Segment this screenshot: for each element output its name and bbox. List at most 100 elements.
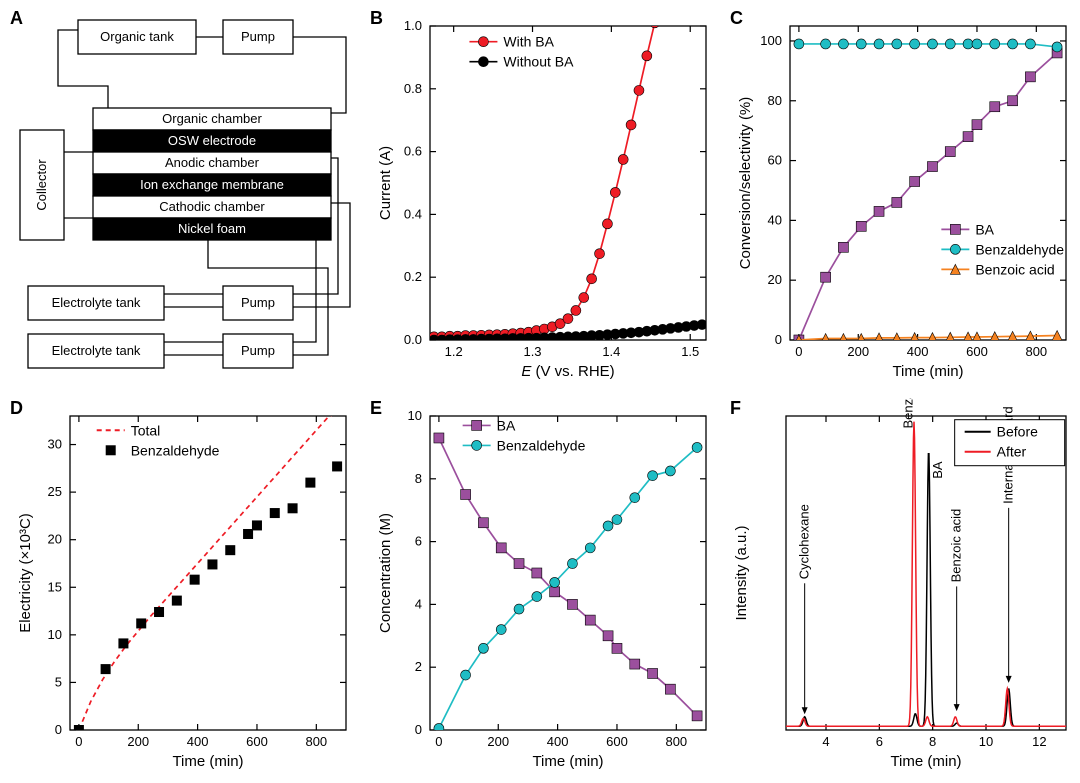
svg-text:Time (min): Time (min)	[890, 753, 961, 770]
svg-text:Ion exchange membrane: Ion exchange membrane	[140, 177, 284, 192]
svg-text:0: 0	[435, 734, 442, 749]
svg-text:200: 200	[847, 344, 869, 359]
svg-text:Without BA: Without BA	[503, 54, 574, 70]
svg-text:20: 20	[48, 532, 62, 547]
svg-text:Pump: Pump	[241, 29, 275, 44]
svg-text:Benzoic acid: Benzoic acid	[975, 261, 1054, 277]
svg-text:Intensity (a.u.): Intensity (a.u.)	[733, 525, 750, 620]
svg-text:1.5: 1.5	[681, 344, 699, 359]
chart-B: 1.2 1.3 1.4 1.5 0.0 0.2 0.4 0.6 0.8 1.0 E (V vs. R…	[368, 8, 718, 388]
panel-C: C0200400600800020406080100Time (min)Conv…	[728, 8, 1078, 388]
svg-text:BA: BA	[497, 417, 516, 433]
svg-text:2: 2	[415, 659, 422, 674]
chart-F: 4 6 8 10 12 Time (min) Intensity (a.u.) Cyclohe…	[728, 398, 1078, 778]
svg-text:10: 10	[408, 408, 422, 423]
svg-text:600: 600	[606, 734, 628, 749]
svg-text:30: 30	[48, 437, 62, 452]
svg-text:E (V vs. RHE): E (V vs. RHE)	[521, 363, 614, 380]
svg-text:Electrolyte tank: Electrolyte tank	[52, 343, 141, 358]
svg-text:1.3: 1.3	[523, 344, 541, 359]
chart-E: 0 200 400 600 800 0 2 4 6 8 10 Time (min) Concentrat…	[368, 398, 718, 778]
svg-text:200: 200	[487, 734, 509, 749]
svg-text:Anodic chamber: Anodic chamber	[165, 155, 260, 170]
chart-D: 0 200 400 600 800 0 5 10 15 20 25 30 Time (min) Elect…	[8, 398, 358, 778]
svg-text:Time (min): Time (min)	[172, 753, 243, 770]
svg-text:0: 0	[795, 344, 802, 359]
svg-text:Organic chamber: Organic chamber	[162, 111, 262, 126]
svg-text:Collector: Collector	[34, 159, 49, 211]
svg-text:0: 0	[415, 722, 422, 737]
svg-text:800: 800	[665, 734, 687, 749]
svg-text:8: 8	[415, 471, 422, 486]
svg-text:Cyclohexane: Cyclohexane	[797, 504, 812, 579]
svg-text:Time (min): Time (min)	[532, 753, 603, 770]
svg-text:Electricity (×10³C): Electricity (×10³C)	[17, 513, 34, 633]
svg-text:600: 600	[246, 734, 268, 749]
svg-text:15: 15	[48, 579, 62, 594]
svg-text:10: 10	[48, 627, 62, 642]
svg-text:1.0: 1.0	[404, 18, 422, 33]
svg-text:Benzaldehyde: Benzaldehyde	[131, 442, 220, 458]
svg-text:25: 25	[48, 484, 62, 499]
panel-label-E: E	[370, 398, 382, 419]
svg-text:4: 4	[822, 734, 829, 749]
svg-text:0: 0	[775, 332, 782, 347]
svg-text:0.2: 0.2	[404, 269, 422, 284]
svg-text:BA: BA	[930, 461, 945, 479]
svg-text:40: 40	[768, 212, 782, 227]
svg-text:Time (min): Time (min)	[892, 363, 963, 380]
svg-text:With BA: With BA	[503, 34, 554, 50]
svg-text:600: 600	[966, 344, 988, 359]
svg-text:0.0: 0.0	[404, 332, 422, 347]
svg-text:0.8: 0.8	[404, 81, 422, 96]
svg-text:6: 6	[415, 534, 422, 549]
panel-D: D0200400600800051015202530Time (min)Elec…	[8, 398, 358, 778]
svg-text:1.4: 1.4	[602, 344, 620, 359]
svg-text:BA: BA	[975, 221, 994, 237]
svg-text:Benzoic acid: Benzoic acid	[949, 509, 964, 583]
panel-label-C: C	[730, 8, 743, 29]
panel-B: B 1.2 1.3 1.4 1.5 0.0 0.2 0.4 0.6 0.8 1.0 E (V vs. …	[368, 8, 718, 388]
svg-text:Electrolyte tank: Electrolyte tank	[52, 295, 141, 310]
svg-text:0.6: 0.6	[404, 144, 422, 159]
svg-text:Organic tank: Organic tank	[100, 29, 174, 44]
svg-text:After: After	[997, 444, 1027, 460]
svg-text:4: 4	[415, 596, 422, 611]
svg-text:80: 80	[768, 93, 782, 108]
svg-text:Pump: Pump	[241, 343, 275, 358]
svg-text:10: 10	[979, 734, 993, 749]
svg-text:Nickel foam: Nickel foam	[178, 221, 246, 236]
svg-text:800: 800	[1025, 344, 1047, 359]
svg-text:8: 8	[929, 734, 936, 749]
panel-label-B: B	[370, 8, 383, 29]
svg-text:Benzaldehyde: Benzaldehyde	[497, 437, 586, 453]
svg-text:400: 400	[187, 734, 209, 749]
svg-text:OSW electrode: OSW electrode	[168, 133, 256, 148]
panel-E: E 0 200 400 600 800 0 2 4 6 8 10 Time (min) Concentra…	[368, 398, 718, 778]
svg-text:60: 60	[768, 153, 782, 168]
svg-text:12: 12	[1032, 734, 1046, 749]
schematic-A: Organic tank Pump Organic chamber OSW elect…	[8, 8, 358, 388]
svg-text:0: 0	[55, 722, 62, 737]
panel-label-A: A	[10, 8, 23, 29]
svg-text:200: 200	[127, 734, 149, 749]
svg-text:Cathodic chamber: Cathodic chamber	[159, 199, 265, 214]
svg-text:Total: Total	[131, 422, 161, 438]
svg-text:6: 6	[876, 734, 883, 749]
svg-text:Concentration (M): Concentration (M)	[377, 513, 394, 633]
svg-text:0: 0	[75, 734, 82, 749]
svg-text:Conversion/selectivity (%): Conversion/selectivity (%)	[737, 97, 754, 270]
svg-text:20: 20	[768, 272, 782, 287]
svg-text:Pump: Pump	[241, 295, 275, 310]
svg-text:Benzaldehyde: Benzaldehyde	[975, 241, 1064, 257]
panel-A: A Organic tank Pump Organic chamber OSW elec…	[8, 8, 358, 388]
svg-text:5: 5	[55, 674, 62, 689]
svg-text:Benzaldehyde: Benzaldehyde	[901, 398, 916, 429]
svg-text:100: 100	[760, 33, 782, 48]
svg-text:0.4: 0.4	[404, 206, 422, 221]
panel-label-F: F	[730, 398, 741, 419]
svg-text:Before: Before	[997, 424, 1038, 440]
svg-text:400: 400	[547, 734, 569, 749]
svg-text:1.2: 1.2	[445, 344, 463, 359]
svg-text:800: 800	[305, 734, 327, 749]
